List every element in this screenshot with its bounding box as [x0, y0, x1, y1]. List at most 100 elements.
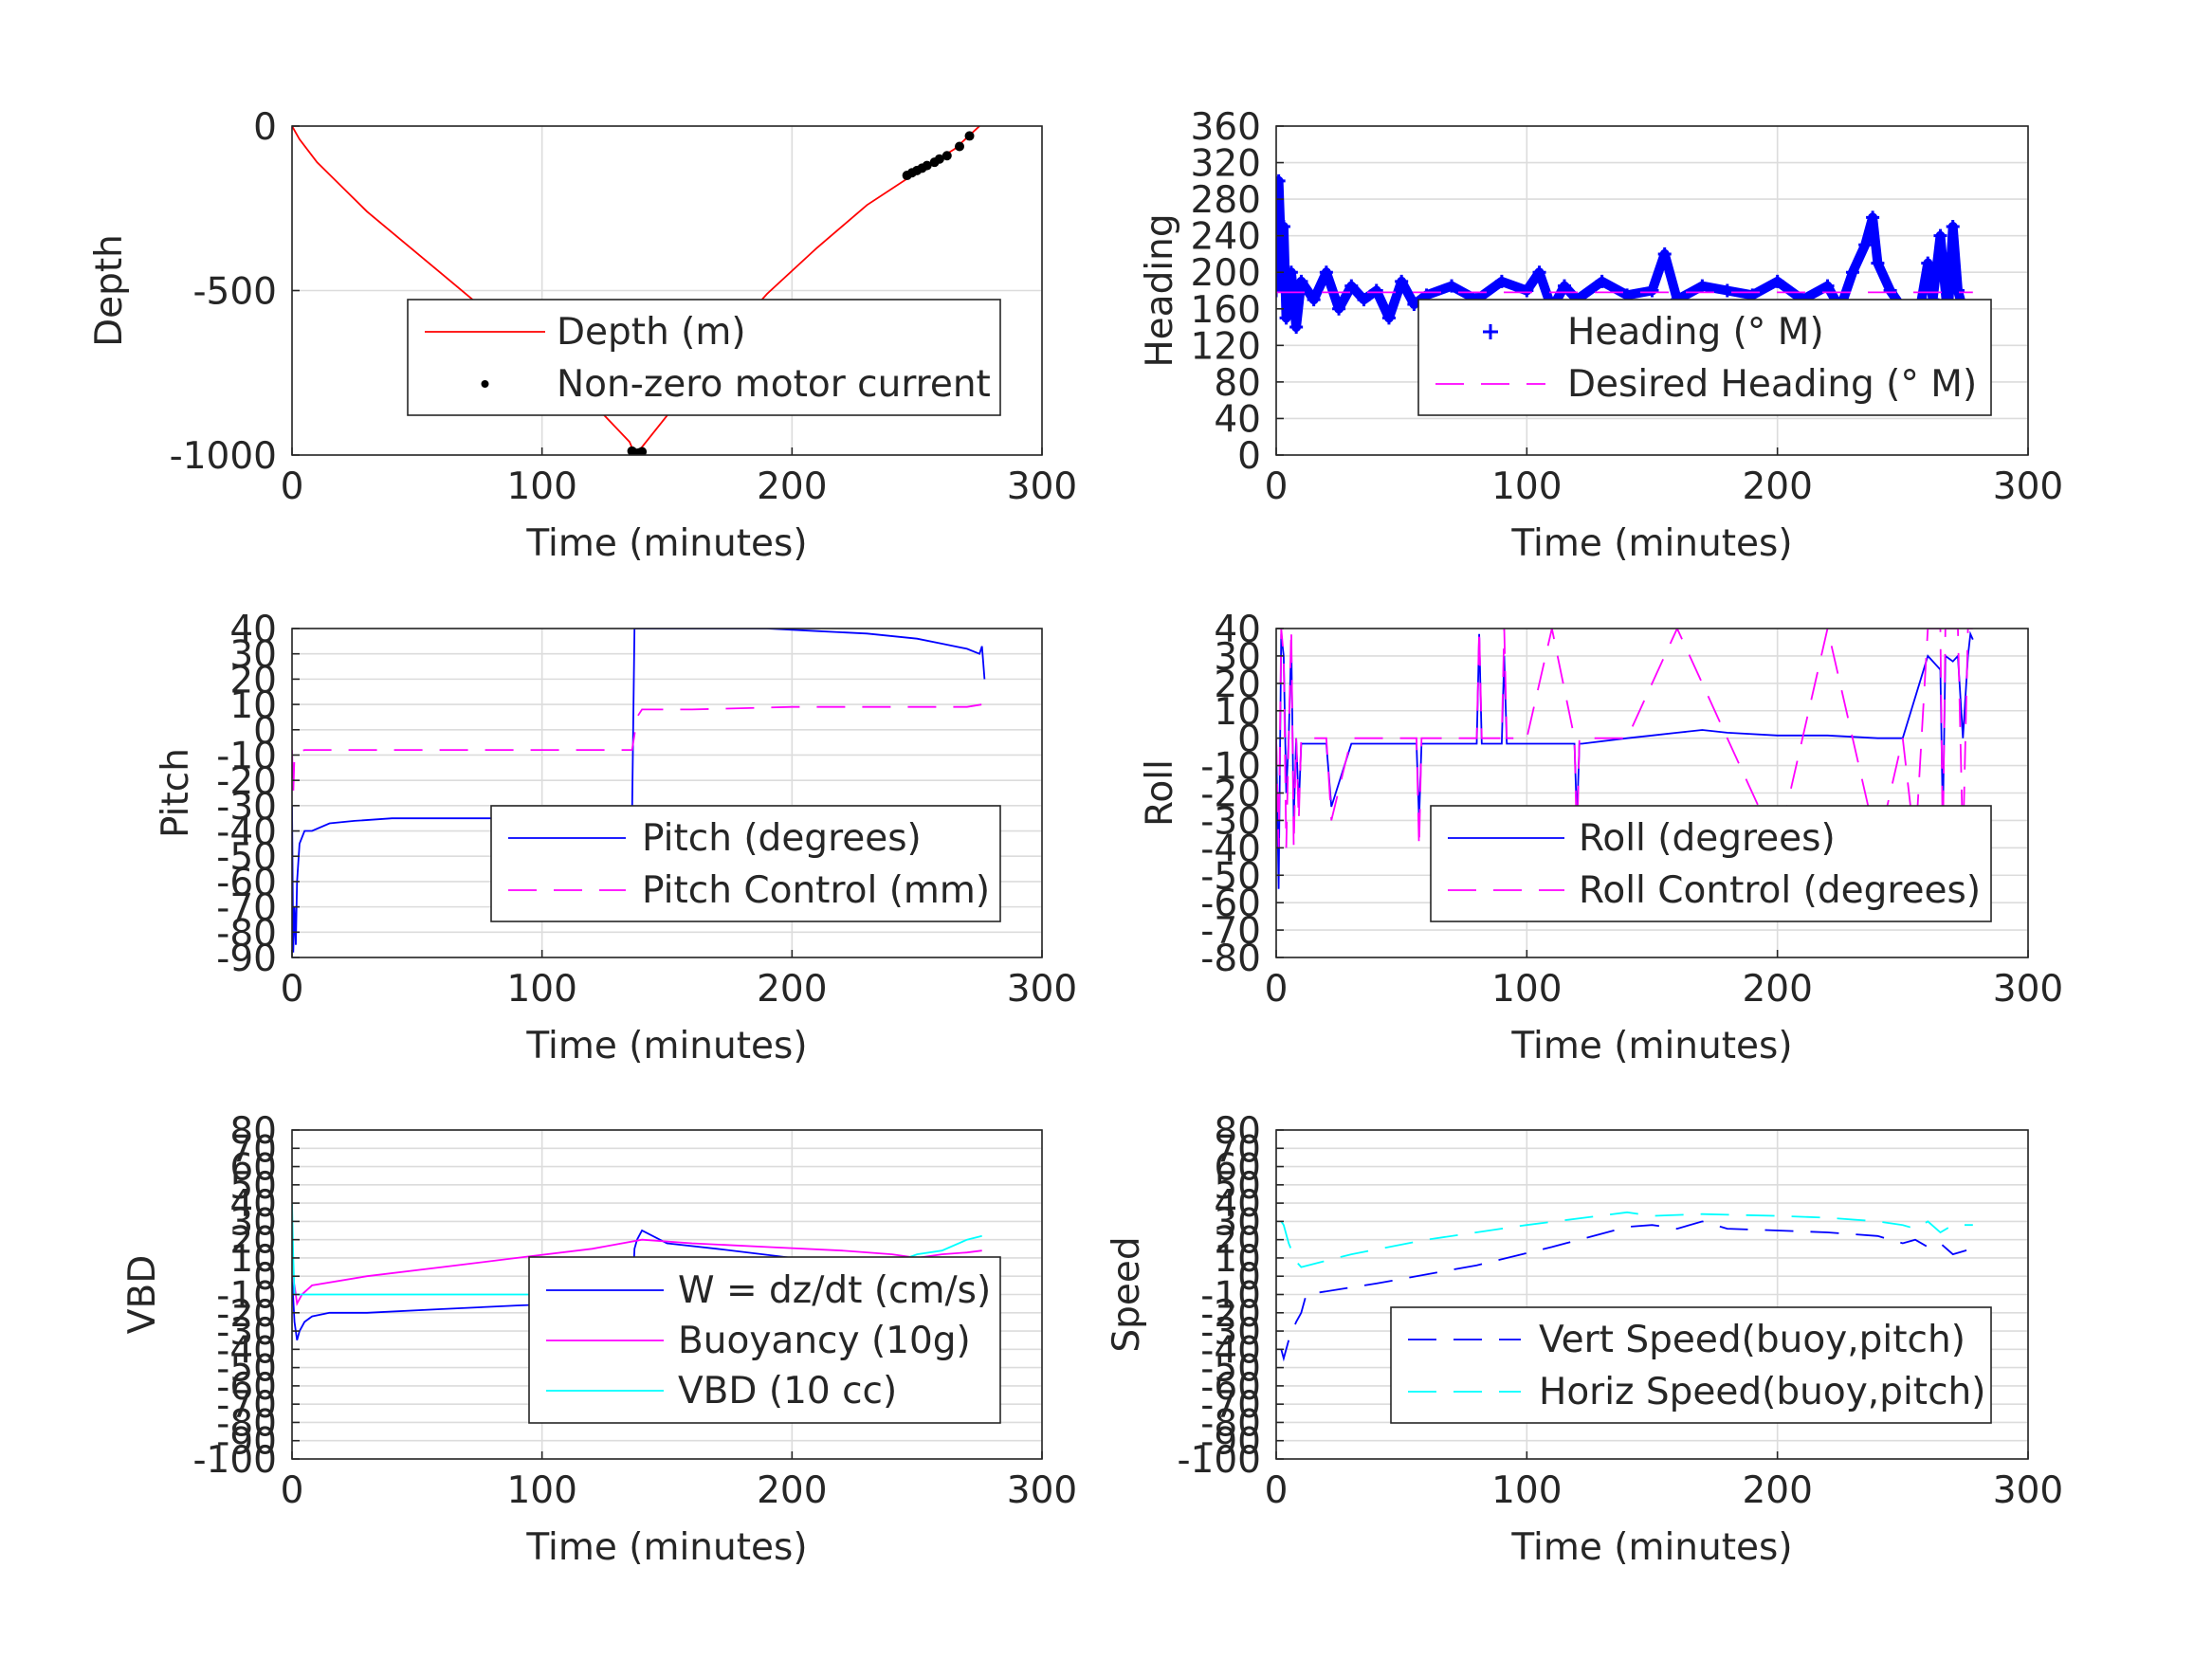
y-tick-label: -80	[216, 912, 277, 955]
y-tick-label: -100	[192, 1439, 277, 1482]
y-tick-label: -30	[1200, 800, 1261, 843]
series-line-speed-0	[1280, 1220, 1974, 1362]
legend-label: Depth (m)	[557, 311, 746, 354]
data-point	[637, 447, 648, 455]
legend: W = dz/dt (cm/s) Buoyancy (10g) VBD (10 cc…	[528, 1256, 1001, 1424]
y-tick-label: 10	[229, 1238, 277, 1281]
series-line-pitch-1	[292, 703, 982, 793]
y-tick-label: -50	[216, 1348, 277, 1391]
y-tick-label: 120	[1191, 325, 1261, 368]
y-tick-label: 50	[229, 1165, 277, 1208]
x-tick-label: 200	[757, 1469, 827, 1512]
panel-depth: 0 100 200 300 -1000 -500 0 Time (minutes) Depth D…	[88, 106, 1077, 565]
data-point	[1307, 293, 1321, 307]
data-point	[1494, 274, 1508, 288]
y-tick-label: 160	[1191, 289, 1261, 332]
legend-label: W = dz/dt (cm/s)	[678, 1269, 991, 1312]
y-tick-label: -30	[216, 786, 277, 829]
data-point	[1532, 265, 1546, 280]
y-tick-label: 0	[1237, 719, 1261, 761]
data-point	[1289, 320, 1304, 335]
legend-label: Desired Heading (° M)	[1567, 363, 1977, 406]
y-tick-label: -20	[216, 1293, 277, 1336]
data-point	[1845, 265, 1859, 280]
legend-marker	[1483, 324, 1498, 339]
x-tick-label: 100	[1491, 465, 1562, 508]
data-point	[1950, 283, 1965, 298]
y-tick-label: -20	[1200, 1293, 1261, 1336]
y-tick-label: -20	[1200, 774, 1261, 816]
y-tick-label: -90	[1200, 1421, 1261, 1464]
data-point	[1276, 220, 1290, 234]
y-tick-label: -40	[216, 1329, 277, 1372]
legend-box	[1417, 299, 1992, 416]
x-tick-label: 100	[1491, 968, 1562, 1011]
legend-label: Pitch Control (mm)	[642, 869, 990, 912]
legend: Pitch (degrees) Pitch Control (mm)	[490, 805, 1001, 922]
y-tick-label: -20	[216, 760, 277, 803]
data-point	[1921, 256, 1935, 270]
data-point	[1332, 301, 1346, 316]
y-tick-label: -90	[216, 938, 277, 980]
data-point	[1695, 279, 1709, 293]
x-axis-label: Time (minutes)	[525, 1025, 807, 1067]
data-point	[1369, 283, 1383, 298]
data-point	[1557, 279, 1571, 293]
y-tick-label: 30	[229, 1201, 277, 1244]
y-tick-label: -60	[1200, 883, 1261, 925]
data-point	[1294, 274, 1308, 288]
y-tick-label: -80	[1200, 1402, 1261, 1445]
legend-label: Roll Control (degrees)	[1579, 869, 1981, 912]
legend-marker	[481, 380, 489, 388]
y-tick-label: -70	[216, 887, 277, 930]
x-tick-label: 300	[1993, 465, 2063, 508]
data-point	[1276, 173, 1286, 188]
legend-label: Heading (° M)	[1567, 311, 1824, 354]
x-tick-label: 200	[757, 465, 827, 508]
y-tick-label: -50	[1200, 855, 1261, 898]
y-tick-label: 70	[1214, 1128, 1261, 1171]
data-point	[1276, 283, 1283, 298]
legend-box	[407, 299, 1001, 416]
data-point	[1866, 210, 1880, 225]
y-tick-label: 10	[1214, 1238, 1261, 1281]
legend-label: Vert Speed(buoy,pitch)	[1539, 1319, 1965, 1361]
y-tick-label: 30	[1214, 636, 1261, 679]
x-tick-label: 0	[1265, 1469, 1289, 1512]
data-point	[1520, 283, 1534, 298]
data-point	[1445, 279, 1459, 293]
panel-speed: 0 100 200 300-100-90-80-70-60-50-40-30-20-1…	[1106, 1110, 2063, 1569]
series-group	[1276, 629, 1974, 889]
x-axis-label: Time (minutes)	[525, 1526, 807, 1569]
y-tick-label: 280	[1191, 179, 1261, 222]
legend-label: Buoyancy (10g)	[678, 1320, 971, 1362]
y-axis-label: Pitch	[155, 748, 197, 838]
y-tick-label: 0	[253, 710, 277, 753]
x-tick-label: 300	[1993, 968, 2063, 1011]
data-point	[1395, 274, 1409, 288]
y-tick-label: 40	[1214, 1183, 1261, 1226]
data-point	[1933, 228, 1947, 243]
x-tick-label: 200	[1742, 1469, 1812, 1512]
x-tick-label: 0	[281, 1469, 304, 1512]
legend: Vert Speed(buoy,pitch) Horiz Speed(buoy,p…	[1390, 1306, 1992, 1424]
y-tick-label: 20	[229, 1220, 277, 1263]
x-tick-label: 300	[1993, 1469, 2063, 1512]
y-tick-label: 0	[253, 1256, 277, 1299]
panel-roll: 0 100 200 300-80-70-60-50-40-30-20-10010203…	[1139, 609, 2063, 1067]
legend-label: Pitch (degrees)	[642, 817, 922, 860]
x-axis-label: Time (minutes)	[1510, 1526, 1792, 1569]
y-tick-label: 60	[1214, 1147, 1261, 1190]
data-point	[964, 131, 975, 141]
legend-box	[490, 805, 1001, 922]
data-point	[1284, 265, 1298, 280]
y-tick-label: 60	[229, 1147, 277, 1190]
data-point	[954, 141, 964, 152]
x-tick-label: 100	[1491, 1469, 1562, 1512]
y-tick-label: 20	[229, 659, 277, 702]
data-point	[1946, 220, 1960, 234]
series-line-roll-1	[1276, 629, 1973, 851]
y-tick-label: -40	[1200, 828, 1261, 870]
y-tick-label: 40	[229, 1183, 277, 1226]
